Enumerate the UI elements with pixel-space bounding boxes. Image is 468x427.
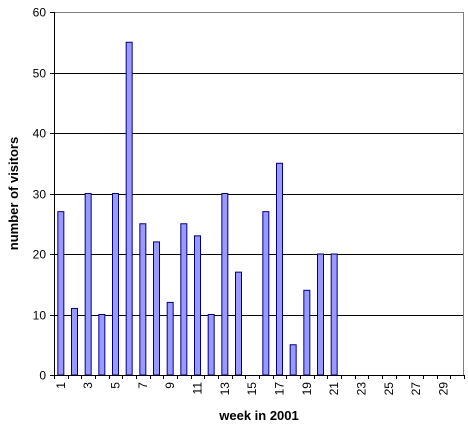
x-axis-title: week in 2001 — [218, 408, 299, 423]
x-tick-label: 29 — [437, 382, 451, 396]
bar-week-10 — [180, 223, 188, 376]
bar-week-16 — [262, 211, 270, 376]
x-tick-label: 19 — [300, 382, 314, 396]
x-tick-label: 25 — [382, 382, 396, 396]
y-tick-labels: 0 10 20 30 40 50 60 — [33, 6, 54, 383]
bar-week-4 — [98, 314, 106, 376]
bar-week-8 — [153, 241, 160, 376]
bar-week-11 — [194, 235, 201, 376]
y-tick-label: 0 — [39, 369, 46, 383]
bar-week-18 — [289, 344, 297, 376]
bar-week-12 — [207, 314, 215, 376]
x-tick-label: 7 — [136, 382, 150, 389]
bar-week-21 — [330, 253, 338, 376]
x-tick-label: 9 — [163, 382, 177, 389]
x-tick-label: 27 — [409, 382, 423, 396]
x-tick-label: 3 — [81, 382, 95, 389]
x-tick-label: 1 — [54, 382, 68, 389]
bar-week-6 — [125, 41, 133, 376]
y-axis-title: number of visitors — [6, 137, 21, 250]
y-tick-label: 60 — [33, 6, 47, 20]
y-tick-label: 30 — [33, 188, 47, 202]
y-tick-label: 50 — [33, 67, 47, 81]
x-tick-label: 11 — [191, 382, 205, 395]
bar-week-1 — [57, 211, 65, 376]
x-tick-label: 21 — [327, 382, 341, 396]
bar-week-5 — [112, 193, 119, 376]
y-tick-label: 40 — [33, 127, 47, 141]
bar-week-2 — [71, 307, 78, 376]
y-tick-label: 10 — [33, 309, 47, 323]
x-tick-labels: 1 3 5 7 9 11 13 15 17 19 21 23 25 27 29 — [54, 375, 465, 395]
x-tick-label: 23 — [355, 382, 369, 396]
x-tick-label: 15 — [245, 382, 259, 396]
bar-week-7 — [139, 223, 147, 376]
bar-week-14 — [235, 271, 242, 376]
x-tick-label: 5 — [109, 382, 123, 389]
bar-week-3 — [84, 193, 92, 376]
bar-week-20 — [317, 253, 324, 376]
y-tick-label: 20 — [33, 248, 47, 262]
x-tick-label: 17 — [273, 382, 287, 396]
bar-week-13 — [221, 193, 229, 376]
bar-week-9 — [166, 301, 174, 376]
bar-week-17 — [276, 162, 283, 376]
bar-week-19 — [303, 289, 311, 376]
x-tick-label: 13 — [218, 382, 232, 396]
